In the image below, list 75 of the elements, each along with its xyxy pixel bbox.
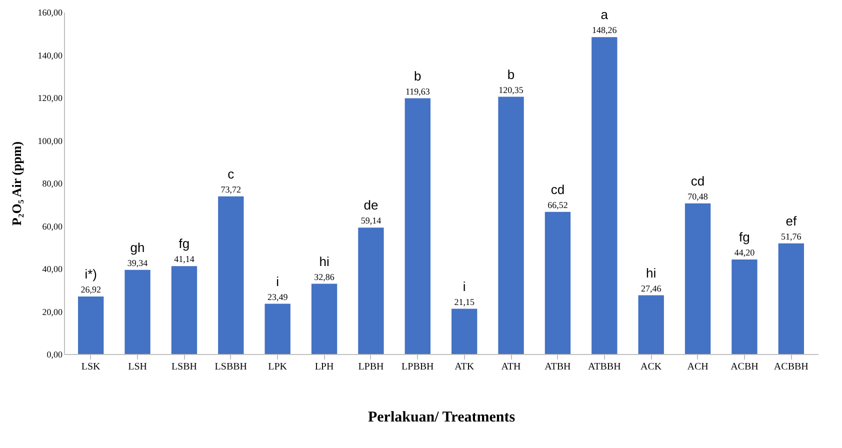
annotation: cd	[690, 173, 705, 188]
annotation: fg	[739, 230, 750, 245]
x-axis-title: Perlakuan/ Treatments	[368, 410, 516, 426]
data-label: 148,26	[592, 25, 618, 36]
annotation: i	[276, 274, 280, 289]
x-tick-label: ATBBH	[588, 362, 621, 372]
bar	[778, 243, 804, 354]
x-tick-label: ACK	[640, 362, 662, 372]
bar	[264, 304, 290, 354]
x-tick-label: LSBH	[171, 362, 197, 372]
bar	[592, 37, 618, 354]
x-tick-label: ATK	[454, 362, 475, 372]
data-label: 41,14	[174, 254, 195, 264]
x-tick-label: ATH	[501, 362, 521, 372]
x-tick-label: LSK	[81, 362, 102, 372]
y-axis-title: P₂O₅ Air (ppm)	[8, 141, 24, 226]
data-label: 27,46	[640, 283, 662, 294]
x-tick-label: LPBBH	[402, 362, 434, 372]
data-label: 26,92	[80, 284, 101, 294]
x-tick-label: LPK	[268, 362, 288, 372]
x-tick-label: ACH	[687, 362, 708, 372]
x-tick-label: LSBBH	[214, 362, 248, 372]
data-label: 66,52	[548, 200, 568, 210]
annotation: gh	[130, 240, 145, 255]
y-tick-label: 140,00	[38, 50, 63, 60]
data-label: 70,48	[688, 191, 708, 202]
x-tick-label: ACBBH	[774, 362, 808, 372]
y-tick-label: 80,00	[42, 178, 63, 188]
bar	[124, 270, 150, 354]
annotation: ef	[786, 213, 797, 228]
bar	[78, 296, 104, 354]
y-tick-label: 40,00	[42, 264, 63, 274]
annotation: c	[228, 166, 235, 182]
bar	[544, 212, 571, 354]
bar	[311, 284, 338, 354]
y-tick-label: 20,00	[42, 306, 63, 317]
annotation: b	[414, 68, 422, 84]
bar	[638, 295, 664, 354]
annotation: a	[600, 7, 609, 22]
data-label: 39,34	[127, 258, 148, 268]
annotation: b	[507, 66, 515, 82]
y-tick-label: 60,00	[42, 221, 63, 232]
data-label: 23,49	[267, 292, 288, 302]
x-tick-label: LPH	[314, 362, 334, 372]
annotation: i	[462, 278, 466, 294]
data-label: 44,20	[734, 248, 756, 258]
bar	[171, 266, 198, 354]
x-tick-label: LSH	[128, 362, 147, 372]
annotation: de	[364, 198, 378, 213]
x-tick-label: ATBH	[544, 362, 571, 372]
y-tick-label: 0,00	[46, 350, 63, 360]
bar	[218, 196, 244, 354]
x-tick-label: ACBH	[730, 362, 758, 372]
y-tick-label: 160,00	[38, 8, 63, 18]
data-label: 119,63	[405, 86, 430, 96]
bar	[358, 228, 384, 354]
bar	[452, 308, 478, 354]
annotation: hi	[646, 265, 656, 280]
data-label: 120,35	[498, 84, 524, 95]
data-label: 32,86	[314, 272, 335, 282]
bar	[498, 96, 524, 354]
x-tick-label: LPBH	[358, 362, 384, 372]
y-tick-label: 100,00	[38, 136, 63, 146]
bar	[404, 98, 430, 354]
data-label: 59,14	[360, 216, 382, 226]
bar	[732, 260, 758, 354]
data-label: 21,15	[454, 296, 475, 307]
annotation: cd	[550, 182, 565, 197]
annotation: i*)	[84, 266, 97, 282]
y-tick-label: 120,00	[38, 93, 63, 103]
data-label: 51,76	[781, 231, 802, 242]
bar	[684, 203, 711, 354]
annotation: hi	[319, 254, 330, 269]
annotation: fg	[178, 236, 190, 252]
data-label: 73,72	[220, 184, 242, 194]
